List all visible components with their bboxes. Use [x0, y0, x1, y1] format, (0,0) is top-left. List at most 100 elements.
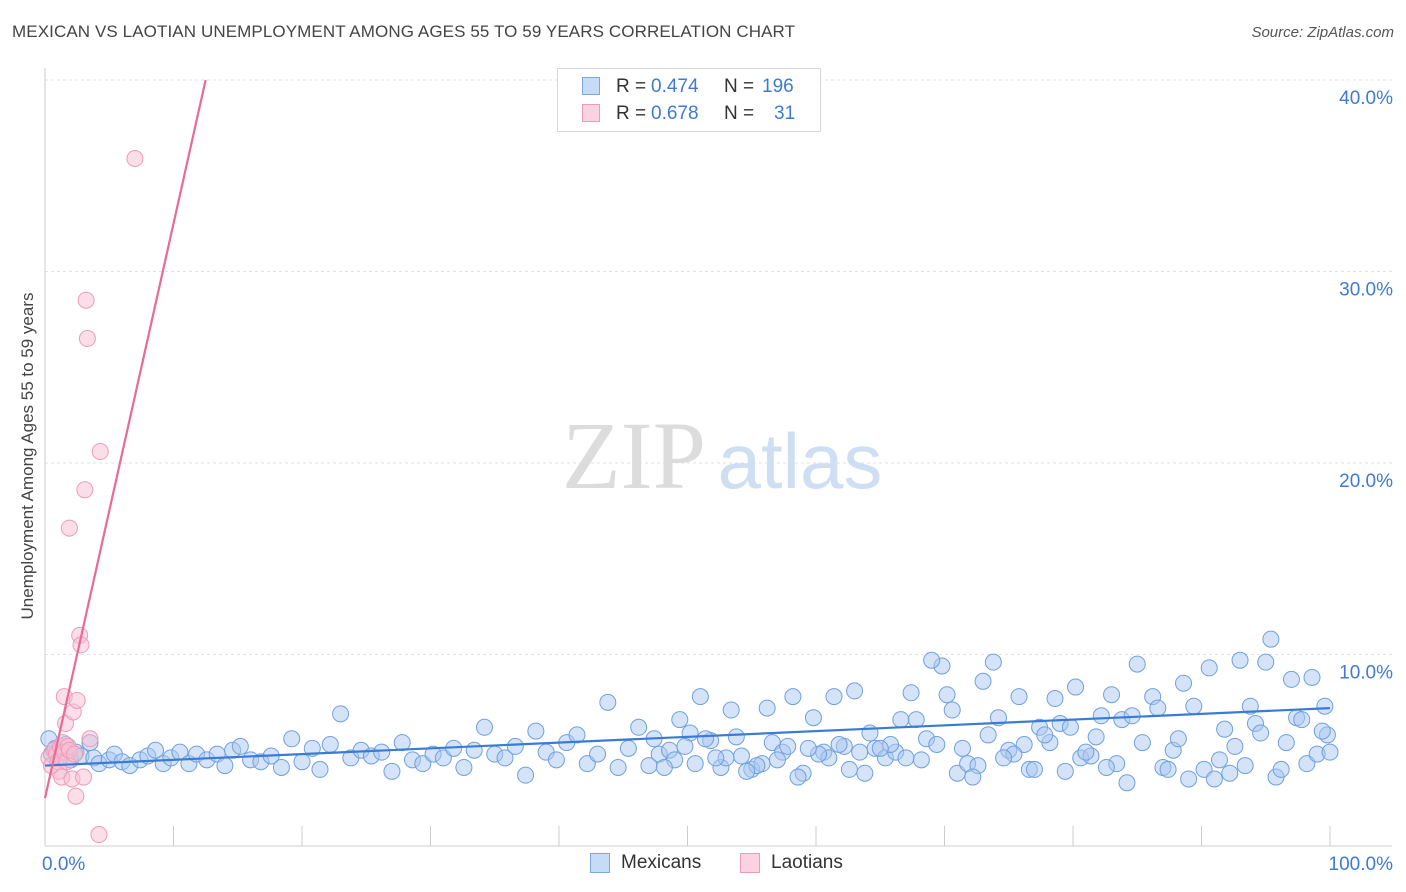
- point-mexicans-172: [923, 651, 941, 669]
- point-mexicans-93: [907, 711, 925, 729]
- gridlines: [45, 79, 1392, 655]
- point-mexicans-146: [1210, 751, 1228, 769]
- point-mexicans-31: [272, 758, 290, 776]
- point-mexicans-119: [1175, 674, 1193, 692]
- point-mexicans-187: [768, 751, 786, 769]
- point-mexicans-125: [1236, 757, 1254, 775]
- point-laotians-30: [126, 150, 144, 168]
- point-mexicans-185: [789, 768, 807, 786]
- point-mexicans-43: [393, 734, 411, 752]
- point-mexicans-170: [943, 701, 961, 719]
- legend-label-mexicans: Mexicans: [621, 852, 702, 873]
- trend-line-mexicans: [44, 707, 1331, 767]
- point-mexicans-173: [912, 751, 930, 769]
- point-mexicans-108: [1061, 718, 1079, 736]
- source-label: Source: ZipAtlas.com: [1251, 24, 1394, 41]
- point-mexicans-186: [779, 737, 797, 755]
- n-label: N =: [724, 76, 755, 97]
- point-mexicans-137: [1241, 697, 1259, 715]
- point-mexicans-194: [696, 730, 714, 748]
- point-mexicans-112: [1103, 686, 1121, 704]
- legend-label-laotians: Laotians: [771, 852, 843, 873]
- legend-swatch-mexicans: [590, 853, 610, 873]
- r-value-mexicans: 0.474: [651, 76, 699, 97]
- point-mexicans-145: [1200, 659, 1218, 677]
- point-mexicans-179: [851, 743, 869, 761]
- point-mexicans-167: [974, 672, 992, 690]
- point-mexicans-147: [1221, 764, 1239, 782]
- point-mexicans-127: [1257, 653, 1275, 671]
- trend-lines: [43, 79, 1331, 799]
- point-mexicans-49: [455, 758, 473, 776]
- point-mexicans-96: [938, 686, 956, 704]
- x-tick-label-min: 0.0%: [42, 854, 85, 875]
- point-laotians-29: [91, 443, 109, 461]
- axes: [44, 68, 1392, 847]
- point-mexicans-55: [517, 766, 535, 784]
- y-tick-label-20: 20.0%: [1339, 471, 1393, 492]
- point-mexicans-33: [293, 753, 311, 771]
- point-mexicans-195: [686, 755, 704, 773]
- point-mexicans-122: [1205, 770, 1223, 788]
- data-points: [40, 150, 1339, 844]
- point-mexicans-66: [630, 718, 648, 736]
- point-laotians-26: [78, 330, 96, 348]
- point-mexicans-76: [732, 747, 750, 765]
- point-mexicans-37: [332, 705, 350, 723]
- point-mexicans-27: [231, 737, 249, 755]
- point-mexicans-139: [1272, 760, 1290, 778]
- point-laotians-28: [90, 826, 108, 844]
- point-mexicans-25: [216, 757, 234, 775]
- point-mexicans-148: [1180, 770, 1198, 788]
- y-tick-label-10: 10.0%: [1339, 663, 1393, 684]
- point-mexicans-100: [979, 726, 997, 744]
- point-mexicans-103: [1010, 688, 1028, 706]
- point-laotians-19: [67, 787, 85, 805]
- r-value-laotians: 0.678: [651, 103, 699, 124]
- stats-box: R = 0.474 N = 196 R = 0.678 N = 31: [557, 68, 821, 132]
- point-mexicans-92: [897, 749, 915, 767]
- point-laotians-24: [76, 481, 94, 499]
- point-mexicans-175: [892, 711, 910, 729]
- point-mexicans-95: [928, 736, 946, 754]
- point-mexicans-177: [871, 739, 889, 757]
- point-mexicans-70: [671, 711, 689, 729]
- point-mexicans-129: [1277, 734, 1295, 752]
- point-mexicans-143: [1313, 722, 1331, 740]
- point-laotians-17: [60, 519, 78, 537]
- point-mexicans-88: [856, 764, 874, 782]
- point-mexicans-158: [1067, 678, 1085, 696]
- point-mexicans-123: [1216, 720, 1234, 738]
- point-mexicans-168: [964, 768, 982, 786]
- point-mexicans-42: [383, 762, 401, 780]
- point-mexicans-62: [589, 745, 607, 763]
- point-mexicans-159: [1056, 762, 1074, 780]
- point-mexicans-156: [1087, 728, 1105, 746]
- point-mexicans-63: [599, 693, 617, 711]
- point-mexicans-190: [738, 762, 756, 780]
- point-mexicans-141: [1293, 711, 1311, 729]
- point-mexicans-155: [1097, 758, 1115, 776]
- point-mexicans-165: [995, 749, 1013, 767]
- trend-line-laotians: [43, 79, 207, 799]
- point-mexicans-135: [1262, 630, 1280, 648]
- r-label: R =: [616, 76, 647, 97]
- n-value-mexicans: 196: [762, 76, 794, 97]
- point-mexicans-169: [953, 739, 971, 757]
- point-mexicans-144: [1316, 697, 1334, 715]
- stats-swatch-laotians: [582, 104, 600, 122]
- tick-labels: 10.0% 20.0% 30.0% 40.0% 0.0% 100.0%: [42, 88, 1393, 875]
- point-mexicans-75: [722, 701, 740, 719]
- y-tick-label-40: 40.0%: [1339, 88, 1393, 109]
- point-mexicans-120: [1185, 697, 1203, 715]
- point-mexicans-151: [1149, 699, 1167, 717]
- point-mexicans-34: [303, 739, 321, 757]
- point-mexicans-64: [609, 758, 627, 776]
- point-mexicans-142: [1303, 668, 1321, 686]
- point-mexicans-193: [707, 749, 725, 767]
- n-value-laotians: 31: [774, 103, 796, 124]
- point-mexicans-50: [465, 741, 483, 759]
- point-mexicans-138: [1252, 724, 1270, 742]
- y-axis-label: Unemployment Among Ages 55 to 59 years: [18, 292, 37, 620]
